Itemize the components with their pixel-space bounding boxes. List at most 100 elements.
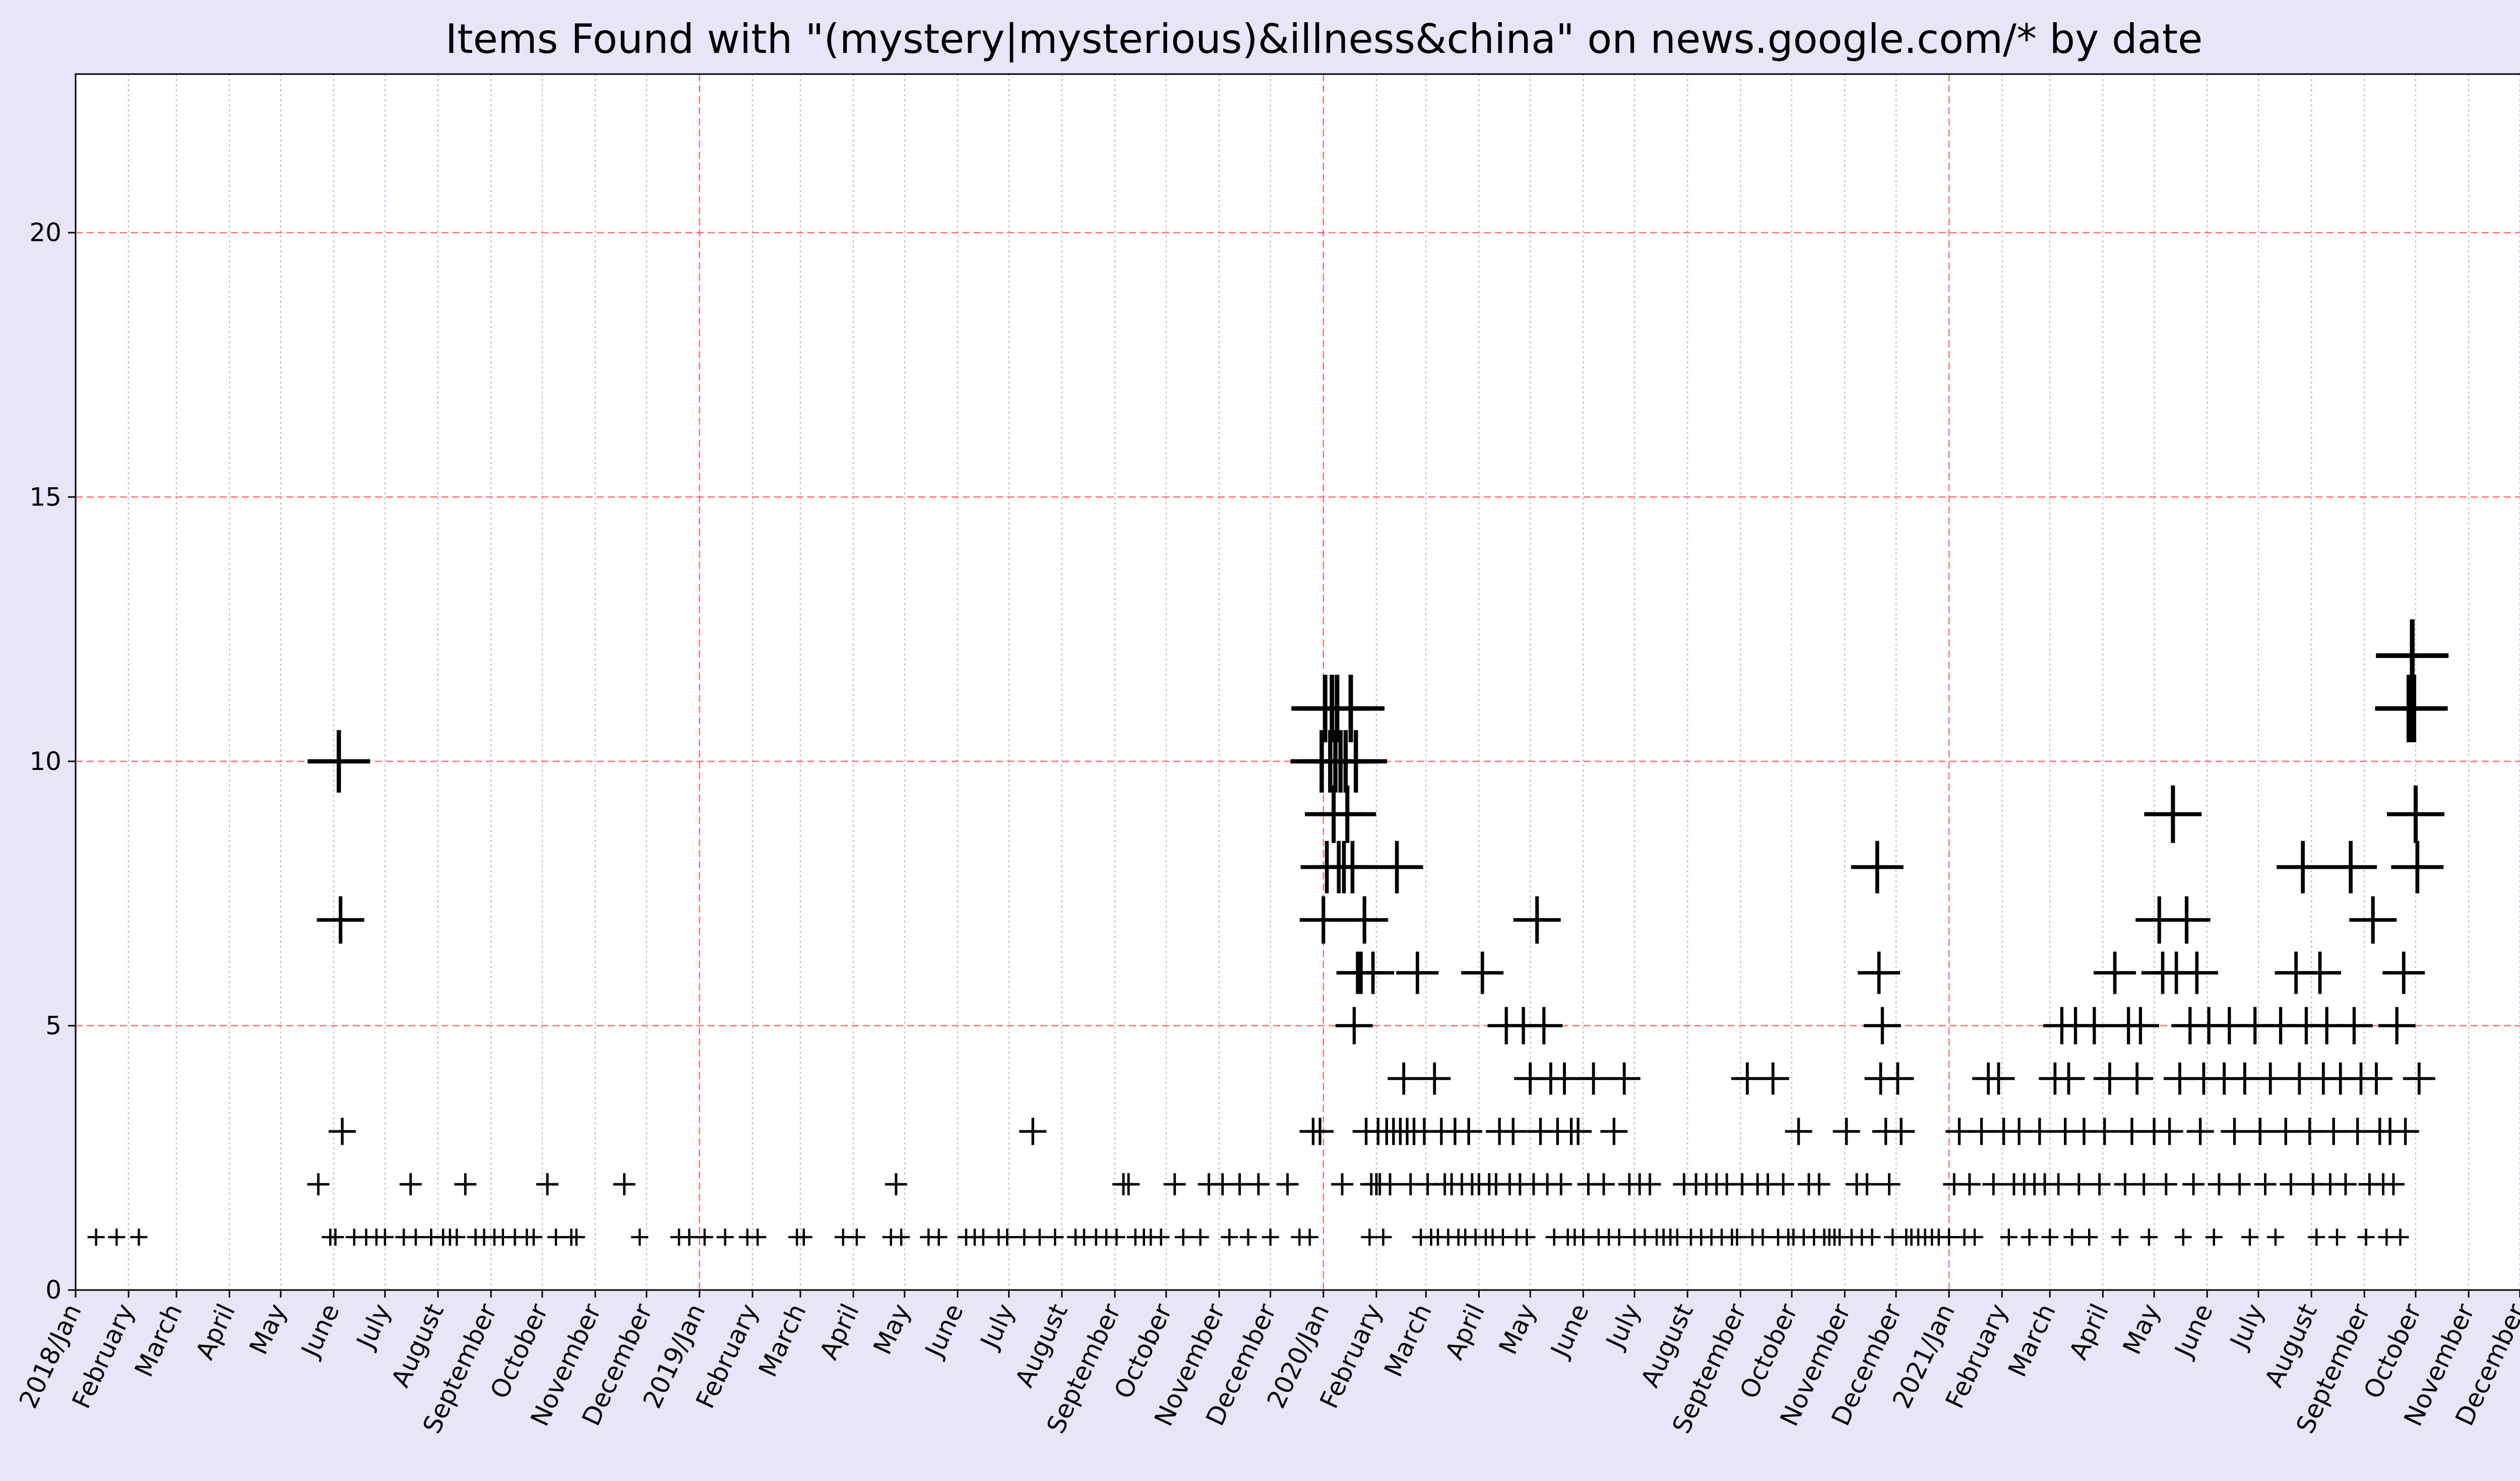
data-point — [998, 1229, 1016, 1246]
data-point — [2111, 1229, 2129, 1246]
data-point — [2360, 1062, 2392, 1095]
data-point — [2328, 1229, 2346, 1246]
x-tick-label: April — [190, 1300, 241, 1364]
data-point — [307, 1173, 330, 1196]
data-point — [1548, 1062, 1581, 1095]
y-tick-label: 5 — [45, 1011, 61, 1040]
data-point — [2132, 1173, 2155, 1196]
x-tick-label: May — [868, 1300, 916, 1359]
data-point — [1388, 1062, 1420, 1095]
data-point — [1306, 1118, 1334, 1145]
data-point — [1455, 1118, 1483, 1145]
data-point — [1163, 1173, 1186, 1196]
x-tick-label: July — [2224, 1300, 2270, 1355]
data-point — [2021, 1229, 2038, 1246]
data-point — [1856, 1173, 1878, 1196]
data-point — [1228, 1173, 1251, 1196]
data-point — [1331, 1173, 1354, 1196]
data-point — [1317, 674, 1385, 742]
data-point — [2378, 1007, 2416, 1045]
data-point — [613, 1173, 636, 1196]
data-point — [1863, 1229, 1881, 1246]
data-point — [2067, 1173, 2090, 1196]
data-point — [2155, 1173, 2177, 1196]
y-tick-label: 0 — [45, 1275, 61, 1305]
x-tick-label: May — [244, 1300, 292, 1359]
data-point — [1325, 730, 1388, 793]
x-tick-label: June — [1544, 1300, 1595, 1363]
data-point — [1772, 1173, 1795, 1196]
data-point — [317, 896, 364, 944]
data-point — [2156, 1118, 2183, 1145]
data-point — [1352, 951, 1395, 994]
data-point — [2052, 1062, 2085, 1095]
data-point — [1608, 1062, 1641, 1095]
data-point — [2357, 1229, 2375, 1246]
data-point — [2335, 1007, 2373, 1045]
data-point — [1833, 1118, 1860, 1145]
x-tick-label: April — [814, 1300, 865, 1364]
data-point — [568, 1229, 585, 1246]
data-point — [1499, 1118, 1527, 1145]
data-point — [893, 1229, 910, 1246]
data-point — [2047, 1173, 2070, 1196]
data-point — [885, 1173, 907, 1196]
x-tick-label: June — [919, 1300, 969, 1363]
data-point — [2386, 785, 2444, 843]
data-point — [1525, 1007, 1563, 1045]
data-point — [1046, 1229, 1064, 1246]
data-point — [2324, 841, 2377, 893]
data-point — [1610, 1229, 1628, 1246]
data-point — [2277, 841, 2329, 893]
grid — [75, 74, 2520, 1290]
data-point — [1808, 1173, 1831, 1196]
data-point — [2121, 1062, 2154, 1095]
data-point — [2380, 674, 2448, 742]
data-point — [1858, 951, 1901, 994]
data-point — [1958, 1173, 1981, 1196]
data-point — [454, 1173, 477, 1196]
data-point — [1276, 1173, 1299, 1196]
data-point — [1262, 1229, 1279, 1246]
data-point — [1031, 1229, 1048, 1246]
data-point — [1299, 896, 1347, 944]
data-point — [2334, 1173, 2357, 1196]
data-point — [2254, 1062, 2287, 1095]
data-point — [1518, 1229, 1536, 1246]
data-point — [1117, 1173, 1140, 1196]
data-point — [1881, 1062, 1914, 1095]
chart-title: Items Found with "(mystery|mysterious)&i… — [446, 16, 2203, 63]
data-point — [2349, 896, 2397, 944]
data-point — [1564, 1118, 1592, 1145]
data-point — [407, 1229, 424, 1246]
y-tick-label: 15 — [29, 482, 61, 511]
data-point — [716, 1229, 734, 1246]
data-point — [2266, 1229, 2284, 1246]
y-tick-label: 10 — [29, 747, 61, 776]
data-point — [1152, 1229, 1170, 1246]
data-point — [1221, 1229, 1238, 1246]
data-point — [2208, 1173, 2230, 1196]
data-point — [2382, 951, 2425, 994]
data-point — [1374, 1229, 1392, 1246]
data-point — [1301, 1229, 1318, 1246]
plot-frame — [75, 73, 2520, 1291]
data-point — [2391, 1118, 2419, 1145]
data-point — [930, 1229, 948, 1246]
data-point — [2121, 1007, 2159, 1045]
data-point — [2296, 1118, 2323, 1145]
data-point — [1341, 896, 1389, 944]
x-tick-label: May — [1493, 1300, 1542, 1359]
data-point — [2391, 841, 2444, 893]
data-point — [536, 1173, 559, 1196]
data-point — [2205, 1229, 2223, 1246]
data-point — [1174, 1229, 1192, 1246]
data-point — [2182, 1173, 2205, 1196]
data-point — [1982, 1062, 2015, 1095]
data-point — [108, 1229, 125, 1246]
data-point — [2228, 1173, 2251, 1196]
data-point — [448, 1229, 466, 1246]
data-point — [87, 1229, 105, 1246]
